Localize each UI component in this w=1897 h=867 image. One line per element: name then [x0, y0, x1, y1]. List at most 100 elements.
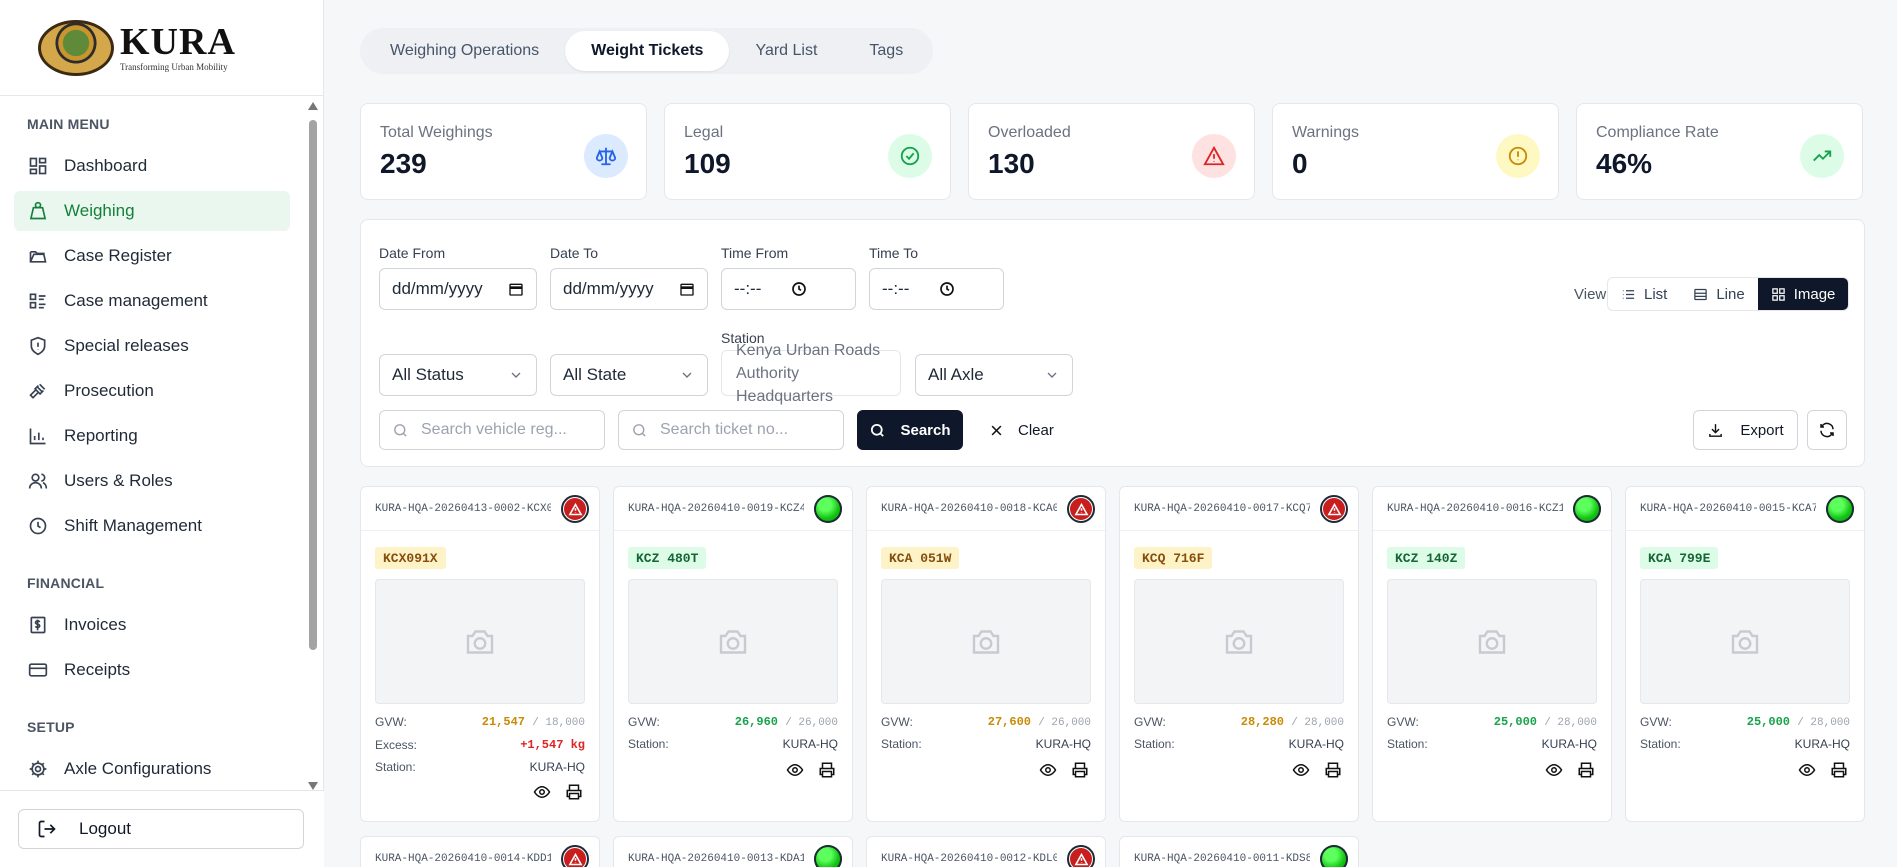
- view-eye-icon[interactable]: [1292, 761, 1310, 779]
- vehicle-photo-placeholder[interactable]: [628, 579, 838, 704]
- sidebar-scrollbar[interactable]: [308, 100, 318, 790]
- vehicle-photo-placeholder[interactable]: [1387, 579, 1597, 704]
- sidebar-item-prosecution[interactable]: Prosecution: [14, 371, 290, 411]
- sidebar-item-dashboard[interactable]: Dashboard: [14, 146, 290, 186]
- stat-value: 109: [684, 148, 731, 179]
- gvw-value: 26,960: [734, 715, 778, 729]
- view-eye-icon[interactable]: [1545, 761, 1563, 779]
- sidebar-item-invoices[interactable]: Invoices: [14, 605, 290, 645]
- sidebar-item-case-register[interactable]: Case Register: [14, 236, 290, 276]
- sidebar-item-axle-configurations[interactable]: Axle Configurations: [14, 749, 290, 786]
- tab-weighing-operations[interactable]: Weighing Operations: [390, 42, 540, 59]
- calendar-icon[interactable]: [508, 281, 524, 297]
- view-list-button[interactable]: List: [1608, 278, 1680, 310]
- alert-triangle-icon: [1192, 134, 1236, 178]
- view-image-button[interactable]: Image: [1757, 278, 1849, 310]
- stat-value: 46%: [1596, 148, 1653, 179]
- time-from-input[interactable]: --:--: [721, 268, 856, 310]
- vehicle-photo-placeholder[interactable]: [881, 579, 1091, 704]
- sidebar-item-case-management[interactable]: Case management: [14, 281, 290, 321]
- gvw-limit: / 18,000: [532, 717, 585, 729]
- stat-warnings: Warnings 0: [1272, 103, 1559, 200]
- gvw-label: GVW:: [1134, 715, 1166, 729]
- sidebar-item-shift-management[interactable]: Shift Management: [14, 506, 290, 546]
- export-button[interactable]: Export: [1693, 410, 1798, 450]
- print-icon[interactable]: [1071, 761, 1089, 779]
- rows-icon: [1694, 288, 1708, 300]
- scroll-down-arrow-icon[interactable]: [308, 782, 318, 790]
- sidebar-item-receipts[interactable]: Receipts: [14, 650, 290, 690]
- print-icon[interactable]: [1324, 761, 1342, 779]
- axle-select[interactable]: All Axle: [915, 354, 1073, 396]
- ticket-card[interactable]: KURA-HQA-20260413-0002-KCX091X KCX091X GVW…: [360, 486, 600, 822]
- gvw-row: GVW: 28,280 / 28,000: [1134, 715, 1344, 729]
- view-eye-icon[interactable]: [786, 761, 804, 779]
- bar-chart-icon: [29, 428, 46, 445]
- gear-icon: [29, 760, 47, 778]
- print-icon[interactable]: [565, 783, 583, 801]
- tab-tags[interactable]: Tags: [869, 42, 904, 59]
- refresh-button[interactable]: [1807, 410, 1847, 450]
- gvw-limit: / 28,000: [1797, 717, 1850, 729]
- scroll-up-arrow-icon[interactable]: [308, 102, 318, 110]
- vehicle-search-placeholder: Search vehicle reg...: [421, 421, 567, 438]
- clock-icon[interactable]: [939, 281, 955, 297]
- stat-label: Overloaded: [988, 124, 1071, 141]
- scroll-thumb[interactable]: [309, 120, 317, 650]
- status-legal-icon: [814, 845, 842, 867]
- sidebar: KURA Transforming Urban Mobility MAIN ME…: [0, 0, 324, 867]
- status-select[interactable]: All Status: [379, 354, 537, 396]
- view-label: View: [1574, 286, 1607, 303]
- vehicle-photo-placeholder[interactable]: [1640, 579, 1850, 704]
- gvw-limit: / 28,000: [1291, 717, 1344, 729]
- print-icon[interactable]: [818, 761, 836, 779]
- clear-button[interactable]: Clear: [975, 410, 1054, 450]
- vehicle-search-input[interactable]: Search vehicle reg...: [379, 410, 605, 450]
- date-to-input[interactable]: dd/mm/yyyy: [550, 268, 708, 310]
- print-icon[interactable]: [1577, 761, 1595, 779]
- print-icon[interactable]: [1830, 761, 1848, 779]
- search-button[interactable]: Search: [857, 410, 963, 450]
- tab-yard-list[interactable]: Yard List: [755, 42, 818, 59]
- logout-button[interactable]: Logout: [18, 809, 304, 849]
- financial-title: FINANCIAL: [27, 575, 105, 591]
- view-eye-icon[interactable]: [1798, 761, 1816, 779]
- state-select[interactable]: All State: [550, 354, 708, 396]
- view-eye-icon[interactable]: [533, 783, 551, 801]
- vehicle-photo-placeholder[interactable]: [375, 579, 585, 704]
- sidebar-item-weighing[interactable]: Weighing: [14, 191, 290, 231]
- view-eye-icon[interactable]: [1039, 761, 1057, 779]
- station-row: Station: KURA-HQ: [375, 760, 585, 774]
- tab-weight-tickets[interactable]: Weight Tickets: [565, 31, 730, 71]
- time-to-value: --:--: [882, 279, 910, 298]
- search-icon: [394, 423, 407, 437]
- date-to-value: dd/mm/yyyy: [563, 279, 654, 298]
- station-select[interactable]: Kenya Urban Roads Authority Headquarters: [721, 342, 901, 405]
- calendar-icon[interactable]: [679, 281, 695, 297]
- stat-label: Warnings: [1292, 124, 1359, 141]
- brand-logo[interactable]: KURA Transforming Urban Mobility: [0, 0, 323, 96]
- ticket-search-input[interactable]: Search ticket no...: [618, 410, 844, 450]
- time-to-input[interactable]: --:--: [869, 268, 1004, 310]
- ticket-card[interactable]: KURA-HQA-20260410-0013-KDA1...: [613, 836, 853, 867]
- clock-icon[interactable]: [791, 281, 807, 297]
- vehicle-photo-placeholder[interactable]: [1134, 579, 1344, 704]
- view-line-button[interactable]: Line: [1680, 278, 1757, 310]
- sidebar-item-special-releases[interactable]: Special releases: [14, 326, 290, 366]
- ticket-card[interactable]: KURA-HQA-20260410-0011-KDS8...: [1119, 836, 1359, 867]
- date-from-input[interactable]: dd/mm/yyyy: [379, 268, 537, 310]
- plate-badge: KCZ 140Z: [1387, 547, 1466, 569]
- view-toggle: List Line Image: [1607, 277, 1850, 311]
- sidebar-item-reporting[interactable]: Reporting: [14, 416, 290, 456]
- card-header: KURA-HQA-20260410-0014-KDD1...: [361, 837, 599, 867]
- ticket-card[interactable]: KURA-HQA-20260410-0014-KDD1...: [360, 836, 600, 867]
- sidebar-item-users-roles[interactable]: Users & Roles: [14, 461, 290, 501]
- ticket-card[interactable]: KURA-HQA-20260410-0012-KDL0...: [866, 836, 1106, 867]
- stat-value: 239: [380, 148, 427, 179]
